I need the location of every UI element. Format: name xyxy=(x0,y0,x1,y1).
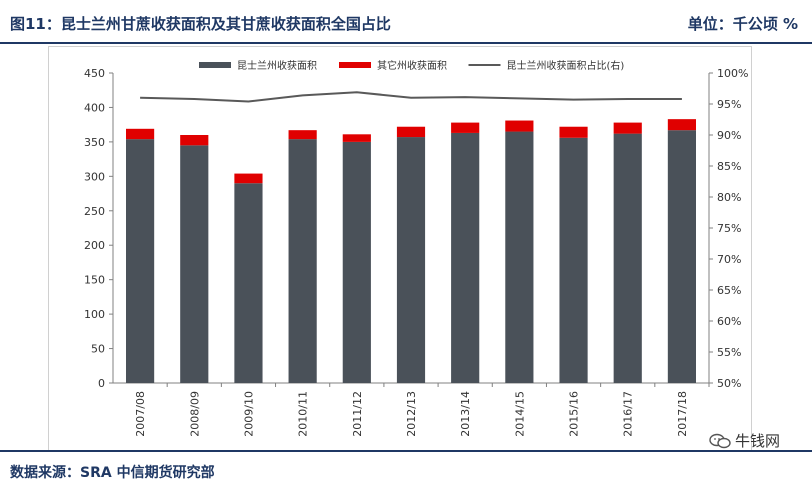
left-tick-label: 300 xyxy=(84,170,105,183)
bar-other xyxy=(559,126,588,138)
bar-other xyxy=(180,135,209,146)
chart-frame: 0 50 100 150 200 250 300 350 400 450 50% 55% 60% 65% 7… xyxy=(48,46,752,452)
bar-qld xyxy=(342,141,371,383)
bar-qld xyxy=(451,132,480,383)
bar-qld xyxy=(667,130,696,383)
share-line xyxy=(140,91,682,103)
bar-other xyxy=(342,134,371,142)
bar-qld xyxy=(396,137,426,383)
bar-other xyxy=(126,128,155,140)
x-tick-label: 2016/17 xyxy=(622,391,635,437)
data-source: 数据来源：SRA 中信期货研究部 xyxy=(10,465,215,481)
bar-other xyxy=(613,122,642,134)
bar-qld xyxy=(613,133,642,383)
legend-other-label: 其它州收获面积 xyxy=(377,59,447,72)
figure-title: 图11：昆士兰州甘蔗收获面积及其甘蔗收获面积全国占比 xyxy=(10,15,391,33)
bar-other xyxy=(396,126,426,138)
bar-qld xyxy=(126,139,155,383)
x-tick-label: 2009/10 xyxy=(242,391,255,437)
x-tick-label: 2013/14 xyxy=(459,391,472,437)
right-tick-label: 75% xyxy=(717,222,741,235)
x-tick-label: 2015/16 xyxy=(568,391,581,437)
chart-svg: 0 50 100 150 200 250 300 350 400 450 50% 55% 60% 65% 7… xyxy=(84,59,748,437)
figure-header: 图11：昆士兰州甘蔗收获面积及其甘蔗收获面积全国占比 单位：千公顷 % xyxy=(0,0,812,44)
legend-share-label: 昆士兰州收获面积占比(右) xyxy=(507,59,625,72)
legend-qld-swatch xyxy=(199,62,231,68)
bar-qld xyxy=(288,139,317,383)
left-tick-label: 200 xyxy=(84,239,105,252)
x-tick-label: 2008/09 xyxy=(188,391,201,437)
left-tick-label: 50 xyxy=(91,343,105,356)
right-tick-label: 80% xyxy=(717,191,741,204)
left-tick-label: 400 xyxy=(84,101,105,114)
left-tick-label: 150 xyxy=(84,274,105,287)
right-tick-label: 90% xyxy=(717,129,741,142)
right-tick-label: 50% xyxy=(717,377,741,390)
left-tick-label: 350 xyxy=(84,136,105,149)
bar-other xyxy=(288,130,317,140)
x-tick-label: 2014/15 xyxy=(513,391,526,437)
bar-other xyxy=(505,120,534,132)
left-tick-label: 100 xyxy=(84,308,105,321)
right-tick-label: 85% xyxy=(717,160,741,173)
legend-other-swatch xyxy=(339,62,371,68)
x-tick-label: 2010/11 xyxy=(297,391,310,437)
bar-qld xyxy=(559,137,588,383)
bar-other xyxy=(451,122,480,133)
unit-label: 单位：千公顷 % xyxy=(687,15,798,33)
figure-footer: 数据来源：SRA 中信期货研究部 牛钱网 xyxy=(0,432,812,498)
x-tick-label: 2011/12 xyxy=(351,391,364,437)
bar-qld xyxy=(180,145,209,383)
bar-qld xyxy=(505,131,534,383)
watermark: 牛钱网 xyxy=(709,430,780,451)
left-tick-label: 0 xyxy=(98,377,105,390)
x-tick-label: 2007/08 xyxy=(134,391,147,437)
bar-other xyxy=(234,173,263,184)
right-tick-label: 60% xyxy=(717,315,741,328)
right-tick-label: 55% xyxy=(717,346,741,359)
wechat-icon xyxy=(709,433,731,448)
x-tick-label: 2017/18 xyxy=(676,391,689,437)
right-tick-label: 95% xyxy=(717,98,741,111)
legend-qld-label: 昆士兰州收获面积 xyxy=(237,59,317,72)
watermark-text: 牛钱网 xyxy=(734,432,780,450)
x-tick-label: 2012/13 xyxy=(405,391,418,437)
right-tick-label: 65% xyxy=(717,284,741,297)
right-tick-label: 70% xyxy=(717,253,741,266)
right-tick-label: 100% xyxy=(717,67,748,80)
bar-other xyxy=(667,119,696,131)
left-tick-label: 250 xyxy=(84,205,105,218)
bar-qld xyxy=(234,183,263,383)
left-tick-label: 450 xyxy=(84,67,105,80)
